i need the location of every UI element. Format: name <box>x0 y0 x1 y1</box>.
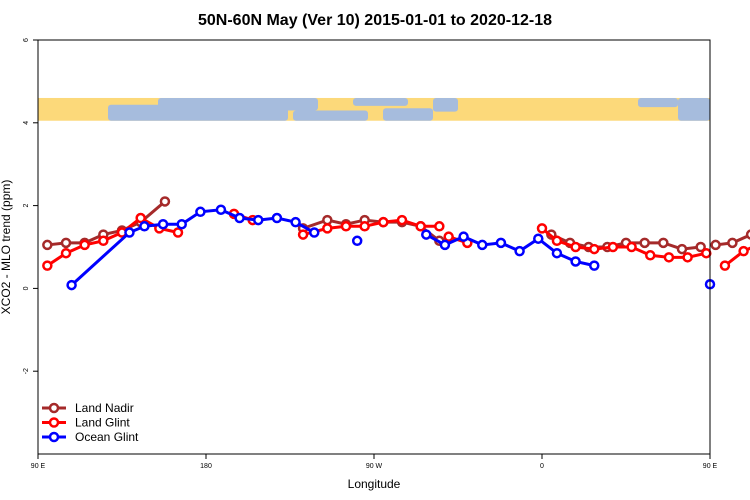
chart-title: 50N-60N May (Ver 10) 2015-01-01 to 2020-… <box>198 12 552 29</box>
data-point <box>458 231 469 242</box>
map-ocean-region <box>158 97 318 111</box>
data-point <box>396 214 408 226</box>
data-point <box>477 239 488 251</box>
data-point <box>682 252 693 263</box>
data-point <box>79 239 90 251</box>
data-point <box>421 229 432 240</box>
data-point <box>663 252 675 263</box>
data-point <box>738 245 749 257</box>
data-point <box>589 243 600 255</box>
data-point <box>533 233 544 244</box>
data-point <box>695 241 706 253</box>
data-point <box>745 229 750 240</box>
data-point <box>42 260 53 271</box>
data-point <box>551 235 563 247</box>
y-tick-label: 0 <box>23 286 30 290</box>
data-point <box>536 223 548 234</box>
data-point <box>378 216 389 228</box>
data-point <box>340 221 352 232</box>
x-tick-label: 90 E <box>703 463 718 470</box>
x-tick-label: 90 W <box>366 463 383 470</box>
series-line <box>541 227 707 259</box>
legend-marker <box>48 431 60 443</box>
x-axis: 90 E 180 90 W 0 90 E <box>31 454 718 470</box>
data-point <box>551 247 563 259</box>
map-ocean-region <box>353 97 408 106</box>
data-point <box>514 245 525 257</box>
data-point <box>351 235 363 247</box>
data-point <box>215 204 227 215</box>
x-tick-label: 180 <box>200 463 212 470</box>
map-ocean-region <box>678 97 710 121</box>
legend-label: Land Glint <box>75 416 130 430</box>
data-point <box>176 218 187 230</box>
data-point <box>570 241 581 253</box>
x-axis-label: Longitude <box>348 477 401 491</box>
data-point <box>195 206 206 218</box>
y-axis-label: XCO2 - MLO trend (ppm) <box>0 180 13 315</box>
legend-marker <box>48 417 60 428</box>
data-point <box>443 231 454 242</box>
data-point <box>253 214 264 226</box>
y-tick-label: -2 <box>23 368 30 374</box>
data-point <box>135 212 146 224</box>
data-point <box>719 260 731 271</box>
data-point <box>309 227 320 238</box>
series-ocean-glint <box>66 204 716 291</box>
x-tick-label: 0 <box>540 463 544 470</box>
data-point <box>139 221 150 232</box>
legend-label: Ocean Glint <box>75 430 139 444</box>
data-point <box>322 223 333 234</box>
data-point <box>157 218 169 230</box>
data-point <box>607 241 619 253</box>
data-point <box>626 241 637 253</box>
legend-marker <box>48 402 60 414</box>
map-ocean-region <box>638 97 678 108</box>
data-point <box>727 237 738 249</box>
data-point <box>290 216 301 228</box>
y-axis: -2 0 2 4 6 <box>23 38 38 374</box>
series-layer <box>42 196 750 291</box>
data-point <box>658 237 669 249</box>
data-point <box>42 239 53 251</box>
data-point <box>322 214 333 226</box>
data-point <box>570 256 581 267</box>
data-point <box>495 237 507 249</box>
data-point <box>98 235 109 247</box>
data-point <box>434 221 445 232</box>
data-point <box>271 212 283 224</box>
series-line <box>425 233 595 268</box>
y-tick-label: 4 <box>23 121 30 125</box>
data-point <box>415 221 426 232</box>
map-ocean-region <box>383 108 433 121</box>
data-point <box>676 243 688 255</box>
x-tick-label: 90 E <box>31 463 46 470</box>
data-point <box>701 247 712 259</box>
map-ocean-region <box>433 97 458 112</box>
map-ocean-region <box>293 110 368 121</box>
data-point <box>710 239 721 251</box>
y-tick-label: 2 <box>23 204 30 208</box>
world-map-strip <box>38 97 710 121</box>
data-point <box>66 279 77 291</box>
data-point <box>639 237 650 249</box>
data-point <box>234 212 245 224</box>
data-point <box>297 229 309 240</box>
data-point <box>589 260 600 271</box>
data-point <box>60 237 72 249</box>
y-tick-label: 6 <box>23 38 30 42</box>
data-point <box>359 221 370 232</box>
data-point <box>60 247 72 259</box>
data-point <box>172 227 184 238</box>
data-point <box>159 196 171 207</box>
data-point <box>439 239 451 251</box>
data-point <box>124 227 135 238</box>
data-point <box>645 250 656 261</box>
legend-label: Land Nadir <box>75 401 134 415</box>
